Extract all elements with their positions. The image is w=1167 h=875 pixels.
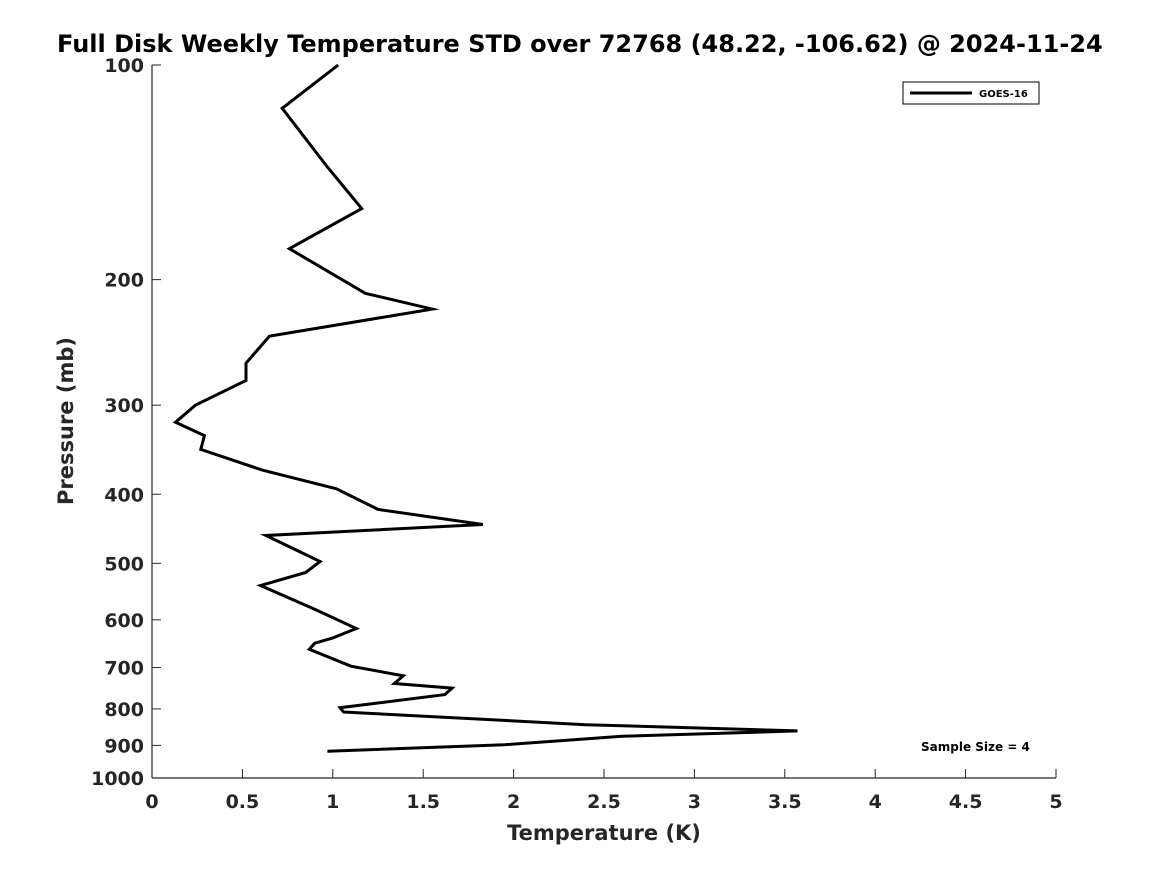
- x-tick-label: 4: [869, 791, 882, 813]
- y-tick-label: 100: [104, 55, 144, 77]
- series-line-goes-16: [172, 63, 798, 753]
- y-tick-label: 800: [104, 699, 144, 721]
- x-tick-label: 1: [326, 791, 339, 813]
- chart-title: Full Disk Weekly Temperature STD over 72…: [57, 30, 1103, 58]
- x-tick-label: 2.5: [587, 791, 621, 813]
- y-tick-label: 700: [104, 658, 144, 680]
- sample-size-annotation: Sample Size = 4: [921, 740, 1030, 754]
- x-tick-label: 3.5: [768, 791, 802, 813]
- x-tick-label: 2: [507, 791, 520, 813]
- x-tick-label: 5: [1049, 791, 1062, 813]
- legend: GOES-16: [902, 81, 1040, 105]
- y-tick-label: 200: [104, 270, 144, 292]
- x-tick-label: 4.5: [949, 791, 983, 813]
- y-tick-label: 1000: [91, 768, 144, 790]
- legend-label-goes-16: GOES-16: [979, 89, 1028, 100]
- y-tick-label: 600: [104, 610, 144, 632]
- y-tick-label: 900: [104, 735, 144, 757]
- x-tick-label: 0.5: [226, 791, 260, 813]
- x-tick-label: 1.5: [406, 791, 440, 813]
- x-tick-label: 3: [688, 791, 701, 813]
- y-axis-label: Pressure (mb): [54, 337, 78, 505]
- y-tick-label: 500: [104, 553, 144, 575]
- x-tick-label: 0: [145, 791, 158, 813]
- y-tick-label: 300: [104, 395, 144, 417]
- x-axis-label: Temperature (K): [507, 821, 701, 845]
- y-tick-label: 400: [104, 484, 144, 506]
